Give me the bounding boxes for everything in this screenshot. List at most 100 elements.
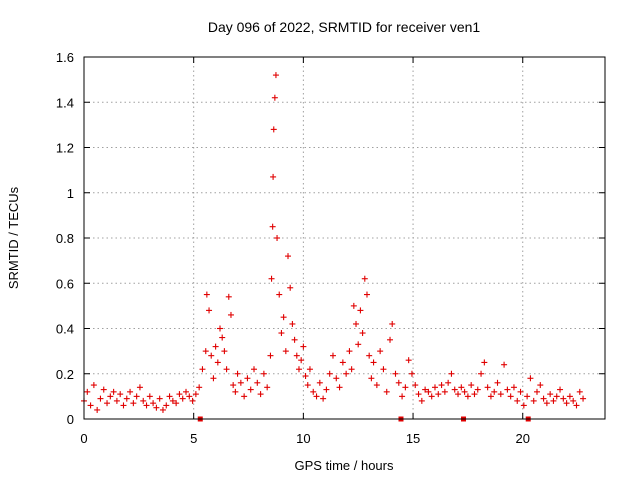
data-point	[380, 366, 387, 373]
data-point	[316, 379, 323, 386]
data-point	[320, 395, 327, 402]
data-point	[557, 386, 564, 393]
data-point	[471, 391, 478, 398]
data-point	[186, 393, 193, 400]
data-point	[533, 388, 540, 395]
y-tick-label: 0	[67, 412, 74, 427]
data-point	[110, 388, 117, 395]
y-tick-label: 1.6	[56, 50, 74, 65]
data-point	[524, 393, 531, 400]
data-point	[527, 375, 534, 382]
data-point	[566, 393, 573, 400]
data-point	[366, 352, 373, 359]
data-point	[478, 370, 485, 377]
data-point	[333, 375, 340, 382]
data-point	[232, 388, 239, 395]
data-point	[306, 366, 313, 373]
data-point	[214, 359, 221, 366]
data-point	[244, 375, 251, 382]
data-point	[474, 386, 481, 393]
data-point	[494, 379, 501, 386]
data-point	[373, 382, 380, 389]
data-point	[219, 334, 226, 341]
data-point	[326, 370, 333, 377]
data-point	[270, 173, 277, 180]
data-point	[143, 402, 150, 409]
data-point	[520, 402, 527, 409]
data-point	[422, 386, 429, 393]
plot-frame	[83, 56, 606, 420]
data-point	[206, 307, 213, 314]
data-point	[212, 343, 219, 350]
data-point	[329, 352, 336, 359]
data-point	[387, 336, 394, 343]
data-point	[412, 382, 419, 389]
data-point	[543, 400, 550, 407]
data-point	[445, 379, 452, 386]
data-point	[348, 366, 355, 373]
data-point	[104, 400, 111, 407]
data-point	[461, 388, 468, 395]
data-point	[455, 391, 462, 398]
data-point	[408, 370, 415, 377]
data-point	[94, 406, 101, 413]
y-tick-label: 1	[67, 186, 74, 201]
data-point	[504, 386, 511, 393]
data-point	[425, 388, 432, 395]
data-point	[150, 400, 157, 407]
y-axis-label: SRMTID / TECUs	[6, 186, 21, 289]
data-point	[418, 397, 425, 404]
data-point	[163, 402, 170, 409]
data-point	[363, 291, 370, 298]
data-point	[395, 379, 402, 386]
data-point	[223, 366, 230, 373]
data-point	[153, 404, 160, 411]
data-point	[210, 375, 217, 382]
data-point	[264, 384, 271, 391]
data-point	[355, 341, 362, 348]
data-point	[257, 391, 264, 398]
data-point	[343, 370, 350, 377]
data-point	[225, 293, 232, 300]
data-point	[280, 314, 287, 321]
data-point	[113, 397, 120, 404]
data-point	[392, 370, 399, 377]
data-point	[130, 400, 137, 407]
data-point	[247, 386, 254, 393]
data-point	[357, 307, 364, 314]
data-point	[507, 393, 514, 400]
data-point	[117, 391, 124, 398]
y-tick-label: 0.8	[56, 231, 74, 246]
data-point	[310, 388, 317, 395]
y-tick-label: 0.6	[56, 276, 74, 291]
data-point	[146, 393, 153, 400]
data-point	[302, 373, 309, 380]
data-point	[221, 348, 228, 355]
data-point	[208, 352, 215, 359]
data-point	[304, 382, 311, 389]
data-point	[217, 325, 224, 332]
data-point	[563, 400, 570, 407]
data-point	[497, 391, 504, 398]
data-point	[353, 320, 360, 327]
data-point	[517, 388, 524, 395]
x-tick-label: 0	[80, 431, 87, 446]
data-point	[90, 382, 97, 389]
data-point	[402, 384, 409, 391]
data-point	[530, 397, 537, 404]
data-point	[234, 370, 241, 377]
data-point	[458, 384, 465, 391]
data-point	[282, 348, 289, 355]
data-point	[293, 352, 300, 359]
data-point	[370, 359, 377, 366]
data-point	[267, 352, 274, 359]
data-point	[487, 393, 494, 400]
data-point	[227, 311, 234, 318]
data-point	[166, 393, 173, 400]
data-point	[156, 395, 163, 402]
data-point	[428, 393, 435, 400]
data-point	[451, 386, 458, 393]
data-point	[350, 302, 357, 309]
data-point	[203, 291, 210, 298]
